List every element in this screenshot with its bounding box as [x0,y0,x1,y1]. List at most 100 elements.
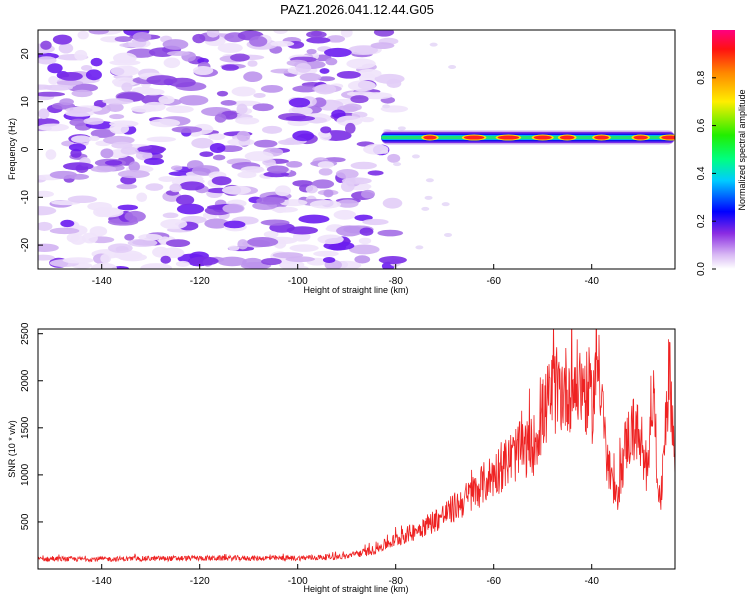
noise-blob [65,106,93,113]
noise-blob [104,160,123,166]
noise-blob [146,136,177,143]
noise-blob [106,102,124,112]
snr-series-line [38,329,675,563]
signal-peak [533,135,552,140]
noise-blob [292,180,313,187]
noise-blob [221,64,239,71]
noise-blob [85,69,102,81]
noise-blob [306,37,331,44]
noise-blob [253,92,266,98]
noise-blob [38,190,54,198]
snr-y-axis: 500 1000 1500 2000 2500 [20,322,43,530]
noise-blob [317,161,334,169]
noise-blob [425,178,434,183]
noise-blob [160,219,188,230]
noise-blob [43,84,74,91]
y-tick-label: 1500 [20,416,31,439]
y-tick-label: 500 [20,513,31,530]
colorbar-tick-label: 0.6 [696,118,707,132]
noise-blob [310,31,323,37]
noise-blob [298,214,330,224]
noise-blob [58,71,83,81]
y-tick-label: 2500 [20,322,31,345]
noise-blob [359,227,374,236]
noise-blob [178,95,209,106]
noise-blob [52,34,73,45]
noise-blob [40,40,52,50]
noise-blob [166,50,190,56]
colorbar-tick-label: 0.0 [696,262,707,276]
noise-blob [274,206,287,214]
noise-blob [47,63,63,74]
noise-blob [212,154,226,161]
x-tick-label: -40 [584,576,599,587]
y-tick-label: -20 [20,237,31,252]
noise-blob [68,143,87,152]
noise-blob [356,69,382,79]
noise-blob [88,135,100,141]
noise-blob [124,210,146,222]
noise-blob [236,130,251,142]
noise-blob [350,161,377,170]
noise-blob [249,35,268,47]
noise-blob [325,57,338,66]
noise-blob [191,137,214,149]
x-tick-label: -140 [92,576,112,587]
noise-blob [149,118,181,128]
noise-blob [387,153,401,163]
signal-peak [497,135,520,140]
noise-blob [222,203,245,214]
noise-blob [109,120,139,128]
noise-blob [358,237,372,245]
noise-blob [274,185,291,197]
noise-blob [131,86,155,94]
noise-blob [348,45,379,56]
noise-blob [38,221,53,232]
noise-blob [74,49,88,61]
noise-blob [333,209,357,220]
noise-blob [91,262,118,269]
noise-blob [38,254,55,261]
colorbar: 0.0 0.2 0.4 0.6 0.8 Normalized spectral ampl… [696,30,747,276]
noise-blob [306,48,317,55]
noise-blob [128,161,140,172]
noise-blob [351,111,368,118]
noise-blob [314,84,337,95]
noise-blob [140,263,172,269]
x-tick-label: -60 [486,576,501,587]
noise-blob [131,105,157,113]
noise-blob [374,73,405,84]
noise-blob [62,257,94,264]
noise-blob [38,123,70,132]
noise-blob [336,225,363,237]
noise-blob [69,173,90,180]
noise-blob [346,58,376,70]
y-tick-label: 1000 [20,463,31,486]
colorbar-ticks: 0.0 0.2 0.4 0.6 0.8 [696,70,716,276]
noise-blob [69,118,88,127]
noise-blob [88,30,109,35]
snr-frame [37,328,676,570]
noise-blob [143,157,165,166]
noise-blob [45,149,57,160]
noise-blob [336,199,359,208]
noise-blob [272,252,304,259]
y-tick-label: 0 [20,146,31,152]
noise-blob [38,108,50,119]
noise-blob [199,151,214,157]
noise-blob [165,239,191,248]
noise-blob [335,168,359,179]
noise-blob [441,202,450,207]
x-tick-label: -100 [288,276,308,287]
noise-blob [100,148,114,159]
noise-blob [163,57,181,69]
noise-blob [240,261,268,269]
noise-blob [323,189,334,198]
noise-blob [214,113,227,123]
noise-blob [67,195,98,204]
noise-blob [90,128,116,138]
noise-blob [49,227,80,235]
noise-blob [421,206,430,211]
noise-blob [100,253,112,264]
